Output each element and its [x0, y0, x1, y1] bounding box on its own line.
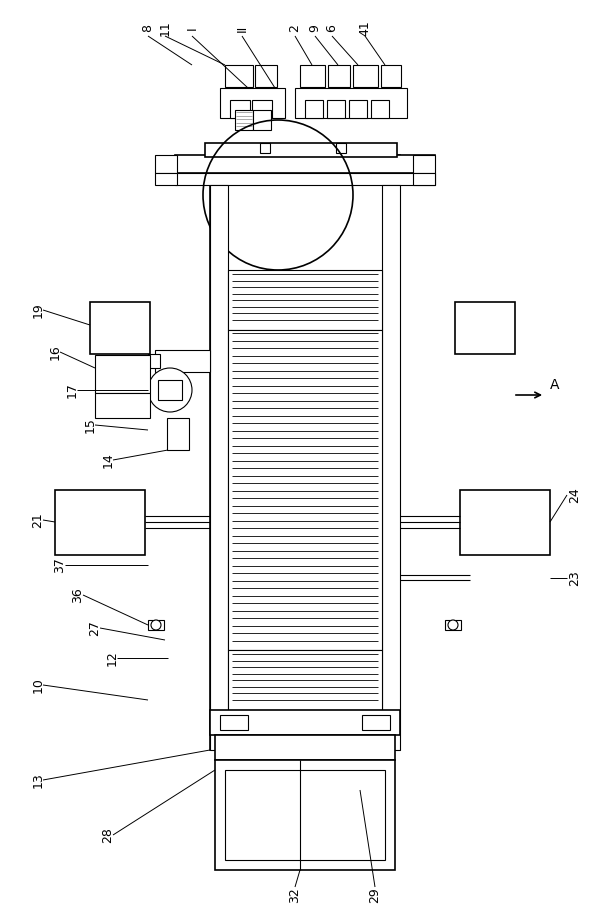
Text: 36: 36: [71, 587, 85, 603]
Bar: [220, 88, 285, 118]
Bar: [336, 143, 346, 153]
Bar: [295, 88, 407, 118]
Text: 6: 6: [326, 24, 339, 32]
Bar: [327, 100, 345, 118]
Text: 15: 15: [84, 417, 96, 433]
Bar: [155, 350, 210, 372]
Bar: [228, 650, 382, 710]
Bar: [413, 155, 435, 173]
Bar: [260, 143, 270, 153]
Bar: [55, 490, 145, 555]
Bar: [253, 110, 271, 130]
Bar: [349, 100, 367, 118]
Text: 16: 16: [49, 344, 62, 360]
Bar: [215, 735, 395, 760]
Bar: [445, 620, 461, 630]
Text: 28: 28: [101, 827, 115, 843]
Text: 10: 10: [32, 677, 45, 693]
Bar: [167, 418, 189, 450]
Text: 2: 2: [289, 24, 301, 32]
Bar: [215, 760, 395, 870]
Bar: [205, 143, 397, 157]
Text: II: II: [235, 25, 248, 31]
Bar: [158, 380, 182, 400]
Text: A: A: [550, 378, 560, 392]
Bar: [210, 185, 228, 750]
Text: 21: 21: [32, 512, 45, 528]
Bar: [90, 302, 150, 354]
Bar: [228, 330, 382, 650]
Bar: [381, 65, 401, 87]
Bar: [155, 173, 177, 185]
Bar: [460, 490, 550, 555]
Bar: [225, 65, 253, 87]
Text: 8: 8: [142, 24, 154, 32]
Text: 41: 41: [359, 20, 371, 36]
Text: 23: 23: [569, 570, 581, 586]
Text: 13: 13: [32, 772, 45, 788]
Bar: [225, 770, 385, 860]
Circle shape: [151, 620, 161, 630]
Bar: [300, 65, 325, 87]
Bar: [255, 65, 277, 87]
Text: 37: 37: [54, 557, 66, 573]
Circle shape: [448, 620, 458, 630]
Text: 9: 9: [309, 24, 321, 32]
Bar: [210, 710, 400, 735]
Text: 11: 11: [159, 20, 171, 36]
Text: 32: 32: [289, 887, 301, 902]
Text: 12: 12: [106, 650, 118, 666]
Circle shape: [162, 382, 178, 398]
Bar: [455, 302, 515, 354]
Bar: [228, 270, 382, 330]
Bar: [305, 100, 323, 118]
Bar: [175, 155, 435, 173]
Bar: [230, 100, 250, 118]
Bar: [235, 110, 253, 130]
Bar: [148, 620, 164, 630]
Circle shape: [148, 368, 192, 412]
Text: 24: 24: [569, 487, 581, 503]
Bar: [353, 65, 378, 87]
Bar: [362, 715, 390, 730]
Text: I: I: [185, 26, 198, 29]
Bar: [382, 185, 400, 750]
Text: 14: 14: [101, 452, 115, 468]
Bar: [371, 100, 389, 118]
Bar: [210, 155, 400, 750]
Bar: [95, 355, 150, 393]
Bar: [95, 393, 150, 418]
Text: 27: 27: [88, 620, 101, 636]
Bar: [220, 715, 248, 730]
Bar: [175, 173, 435, 185]
Text: 17: 17: [65, 382, 79, 398]
Bar: [148, 354, 160, 368]
Text: 19: 19: [32, 302, 45, 318]
Bar: [155, 155, 177, 173]
Bar: [328, 65, 350, 87]
Bar: [413, 173, 435, 185]
Bar: [252, 100, 272, 118]
Text: 29: 29: [368, 887, 381, 902]
